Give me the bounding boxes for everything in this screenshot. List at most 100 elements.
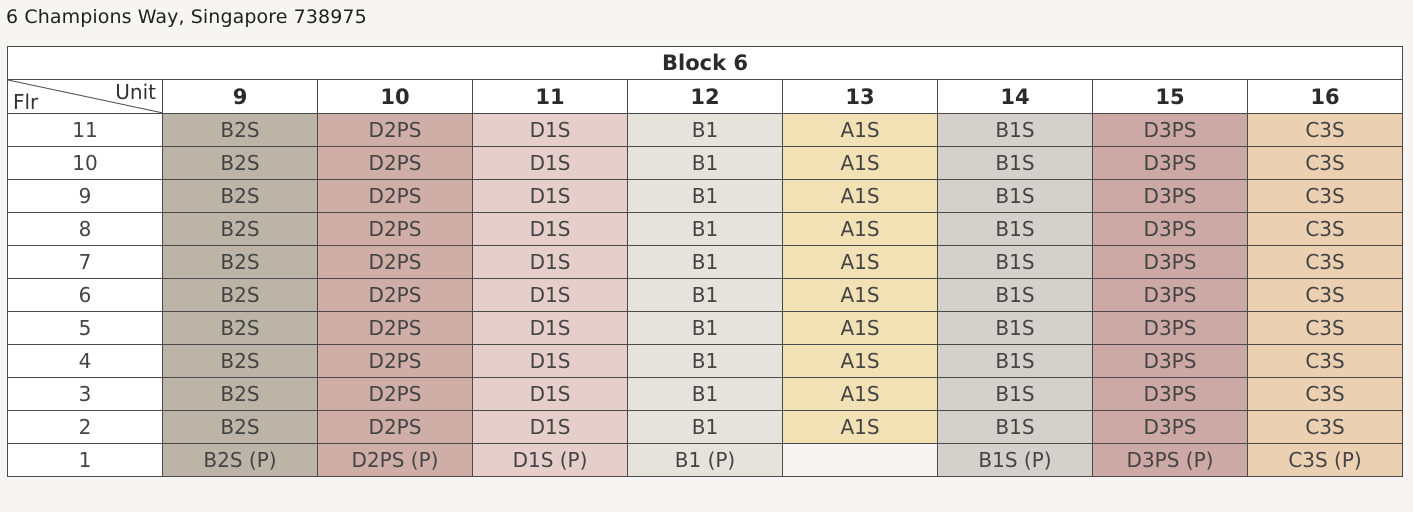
unit-type-cell: C3S (P) — [1246, 443, 1404, 477]
block-title-row: Block 6 — [6, 46, 1404, 80]
floor-row: 10 B2S D2PS D1S B1 A1S B1S D3PS C3S — [7, 146, 1404, 180]
floor-row: 7 B2S D2PS D1S B1 A1S B1S D3PS C3S — [7, 245, 1404, 279]
unit-type-cell: B1S (P) — [937, 443, 1093, 477]
unit-type-cell: B2S — [162, 146, 318, 180]
floor-number: 11 — [7, 113, 163, 147]
unit-type-cell: D3PS — [1092, 278, 1248, 312]
address: 6 Champions Way, Singapore 738975 — [6, 6, 367, 28]
unit-header-10: 10 — [317, 79, 473, 114]
unit-header-15: 15 — [1092, 79, 1248, 114]
floor-row: 9 B2S D2PS D1S B1 A1S B1S D3PS C3S — [7, 179, 1404, 213]
unit-type-cell: D1S — [472, 146, 628, 180]
unit-type-cell: D1S — [472, 278, 628, 312]
floor-number: 4 — [7, 344, 163, 378]
unit-type-cell: A1S — [782, 311, 938, 345]
block-unit-table: Block 6 Unit Flr 9 10 11 12 13 14 15 16 11 B2S D2… — [6, 46, 1404, 477]
unit-type-cell: B1S — [937, 146, 1093, 180]
unit-type-cell: D3PS — [1092, 311, 1248, 345]
unit-type-cell: D1S — [472, 113, 628, 147]
unit-type-cell: C3S — [1246, 377, 1404, 411]
floor-row: 1 B2S (P) D2PS (P) D1S (P) B1 (P) B1S (P) D3PS… — [7, 443, 1404, 477]
unit-type-cell: D2PS — [317, 278, 473, 312]
floor-number: 6 — [7, 278, 163, 312]
unit-type-cell: B2S — [162, 278, 318, 312]
unit-type-cell: D2PS — [317, 245, 473, 279]
unit-type-cell: B1 — [627, 113, 783, 147]
unit-type-cell: D2PS — [317, 377, 473, 411]
unit-type-cell: B1S — [937, 113, 1093, 147]
unit-type-cell: B1 — [627, 377, 783, 411]
floor-number: 8 — [7, 212, 163, 246]
unit-type-cell: D1S — [472, 344, 628, 378]
unit-type-cell: B2S (P) — [162, 443, 318, 477]
unit-type-cell: B2S — [162, 245, 318, 279]
unit-type-cell: B2S — [162, 179, 318, 213]
unit-type-cell: B1S — [937, 245, 1093, 279]
unit-type-cell: D1S — [472, 212, 628, 246]
unit-type-cell: A1S — [782, 212, 938, 246]
floor-number: 10 — [7, 146, 163, 180]
unit-type-cell: A1S — [782, 245, 938, 279]
unit-type-cell: D3PS — [1092, 146, 1248, 180]
floor-number: 2 — [7, 410, 163, 444]
unit-type-cell: B1 — [627, 278, 783, 312]
unit-header-row: Unit Flr 9 10 11 12 13 14 15 16 — [7, 79, 1404, 114]
unit-type-cell: B1S — [937, 377, 1093, 411]
unit-type-cell: C3S — [1246, 278, 1404, 312]
unit-header-13: 13 — [782, 79, 938, 114]
unit-type-cell: D3PS (P) — [1092, 443, 1248, 477]
unit-type-cell: B1S — [937, 311, 1093, 345]
floor-row: 2 B2S D2PS D1S B1 A1S B1S D3PS C3S — [7, 410, 1404, 444]
corner-header: Unit Flr — [7, 79, 163, 114]
unit-type-cell: C3S — [1246, 344, 1404, 378]
block-title: Block 6 — [6, 46, 1404, 80]
unit-type-cell: D2PS (P) — [317, 443, 473, 477]
unit-type-cell: B1 (P) — [627, 443, 783, 477]
unit-type-cell: D1S — [472, 245, 628, 279]
unit-type-cell: D1S — [472, 377, 628, 411]
unit-type-cell: D1S (P) — [472, 443, 628, 477]
unit-type-cell: B1 — [627, 344, 783, 378]
unit-type-cell: A1S — [782, 410, 938, 444]
floor-number: 3 — [7, 377, 163, 411]
unit-type-cell: D2PS — [317, 410, 473, 444]
unit-type-cell: A1S — [782, 113, 938, 147]
unit-type-cell: B2S — [162, 410, 318, 444]
unit-type-cell: D2PS — [317, 344, 473, 378]
unit-type-cell: D3PS — [1092, 410, 1248, 444]
unit-type-cell: D2PS — [317, 179, 473, 213]
unit-type-cell: B1S — [937, 212, 1093, 246]
unit-type-cell: C3S — [1246, 410, 1404, 444]
unit-type-cell: B1 — [627, 212, 783, 246]
unit-type-cell: B2S — [162, 377, 318, 411]
unit-type-cell: A1S — [782, 146, 938, 180]
unit-type-cell: C3S — [1246, 245, 1404, 279]
unit-type-cell: B1 — [627, 311, 783, 345]
unit-type-cell: A1S — [782, 278, 938, 312]
unit-type-cell: B1 — [627, 245, 783, 279]
unit-type-cell: A1S — [782, 344, 938, 378]
unit-type-cell: C3S — [1246, 113, 1404, 147]
unit-type-cell: A1S — [782, 179, 938, 213]
floor-number: 1 — [7, 443, 163, 477]
unit-type-cell: B1S — [937, 344, 1093, 378]
unit-type-cell: C3S — [1246, 146, 1404, 180]
unit-type-cell: D1S — [472, 410, 628, 444]
unit-type-cell: B2S — [162, 212, 318, 246]
unit-axis-label: Unit — [115, 80, 156, 105]
unit-type-cell: D2PS — [317, 212, 473, 246]
unit-type-cell: D2PS — [317, 311, 473, 345]
floor-row: 6 B2S D2PS D1S B1 A1S B1S D3PS C3S — [7, 278, 1404, 312]
unit-type-cell: B1 — [627, 146, 783, 180]
unit-type-cell: A1S — [782, 377, 938, 411]
empty-cell — [782, 443, 938, 477]
unit-type-cell: B1S — [937, 278, 1093, 312]
unit-type-cell: D3PS — [1092, 245, 1248, 279]
unit-type-cell: B1S — [937, 179, 1093, 213]
floor-row: 4 B2S D2PS D1S B1 A1S B1S D3PS C3S — [7, 344, 1404, 378]
floor-row: 5 B2S D2PS D1S B1 A1S B1S D3PS C3S — [7, 311, 1404, 345]
unit-type-cell: C3S — [1246, 212, 1404, 246]
unit-type-cell: B2S — [162, 311, 318, 345]
unit-type-cell: D3PS — [1092, 113, 1248, 147]
floor-axis-label: Flr — [13, 90, 39, 114]
